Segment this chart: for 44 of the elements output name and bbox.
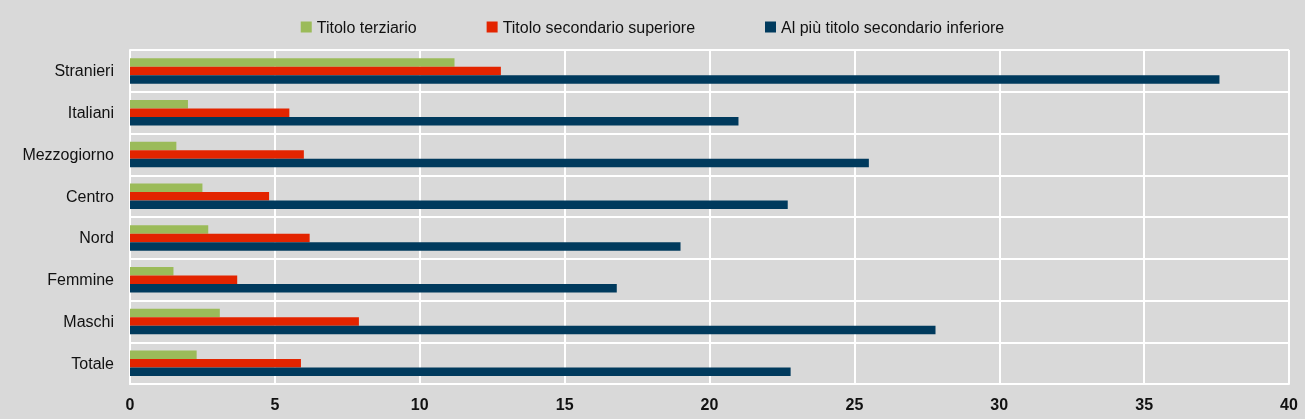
y-tick-label: Femmine [47, 271, 115, 289]
bar [130, 141, 177, 151]
y-tick-label: Nord [79, 229, 114, 247]
bar [130, 308, 220, 318]
bar [130, 200, 788, 209]
bar [130, 350, 197, 359]
y-tick-label: Totale [71, 354, 115, 372]
x-tick-label: 0 [125, 395, 135, 413]
x-tick-label: 15 [555, 395, 574, 413]
bar [130, 275, 238, 284]
bar [130, 183, 203, 192]
x-tick-label: 25 [845, 395, 864, 413]
bar [130, 108, 290, 117]
bar [130, 242, 681, 251]
bar [130, 358, 301, 368]
bar [130, 150, 304, 159]
bar [130, 233, 310, 243]
x-tick-label: 40 [1280, 395, 1298, 413]
x-tick-label: 20 [700, 395, 719, 413]
y-tick-label: Maschi [63, 312, 114, 330]
legend-label: Al più titolo secondario inferiore [781, 18, 1005, 36]
x-tick-label: 35 [1135, 395, 1154, 413]
y-tick-label: Centro [65, 187, 115, 205]
bar [130, 367, 791, 376]
legend-label: Titolo secondario superiore [502, 18, 696, 36]
bar [130, 191, 270, 201]
bar [130, 325, 936, 335]
bar [130, 225, 209, 234]
x-tick-label: 5 [270, 395, 280, 413]
y-tick-label: Stranieri [54, 62, 114, 80]
bar [130, 99, 188, 109]
y-tick-label: Mezzogiorno [22, 145, 115, 163]
bar [130, 158, 869, 168]
y-tick-label: Italiani [67, 104, 114, 122]
bar [130, 266, 174, 276]
bar [130, 75, 1220, 84]
bar [130, 283, 617, 293]
bar [130, 116, 739, 126]
x-tick-label: 10 [410, 395, 429, 413]
bar [130, 58, 455, 67]
legend-label: Titolo terziario [316, 18, 417, 36]
bar [130, 317, 359, 326]
x-tick-label: 30 [990, 395, 1009, 413]
bar [130, 66, 501, 76]
